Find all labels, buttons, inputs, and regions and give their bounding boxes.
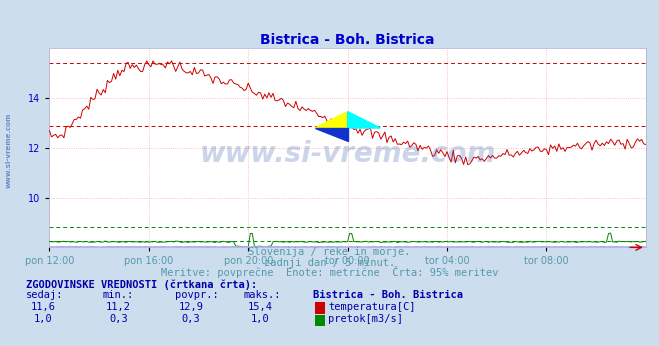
Polygon shape (348, 112, 380, 128)
Text: 11,2: 11,2 (106, 302, 131, 312)
Text: povpr.:: povpr.: (175, 290, 218, 300)
Text: ZGODOVINSKE VREDNOSTI (črtkana črta):: ZGODOVINSKE VREDNOSTI (črtkana črta): (26, 279, 258, 290)
Polygon shape (315, 128, 348, 141)
Text: min.:: min.: (102, 290, 133, 300)
Text: 1,0: 1,0 (34, 314, 52, 324)
Text: maks.:: maks.: (244, 290, 281, 300)
Text: 0,3: 0,3 (182, 314, 200, 324)
Text: 12,9: 12,9 (179, 302, 204, 312)
Text: www.si-vreme.com: www.si-vreme.com (200, 140, 496, 168)
Text: pretok[m3/s]: pretok[m3/s] (328, 314, 403, 324)
Title: Bistrica - Boh. Bistrica: Bistrica - Boh. Bistrica (260, 33, 435, 47)
Text: 11,6: 11,6 (30, 302, 55, 312)
Polygon shape (315, 112, 348, 128)
Text: zadnji dan / 5 minut.: zadnji dan / 5 minut. (264, 258, 395, 268)
Text: 0,3: 0,3 (109, 314, 128, 324)
Text: 1,0: 1,0 (251, 314, 270, 324)
Text: www.si-vreme.com: www.si-vreme.com (5, 113, 11, 188)
Text: Bistrica - Boh. Bistrica: Bistrica - Boh. Bistrica (313, 290, 463, 300)
Text: Meritve: povprečne  Enote: metrične  Črta: 95% meritev: Meritve: povprečne Enote: metrične Črta:… (161, 266, 498, 278)
Text: sedaj:: sedaj: (26, 290, 64, 300)
Text: temperatura[C]: temperatura[C] (328, 302, 416, 312)
Text: Slovenija / reke in morje.: Slovenija / reke in morje. (248, 247, 411, 257)
Text: 15,4: 15,4 (248, 302, 273, 312)
